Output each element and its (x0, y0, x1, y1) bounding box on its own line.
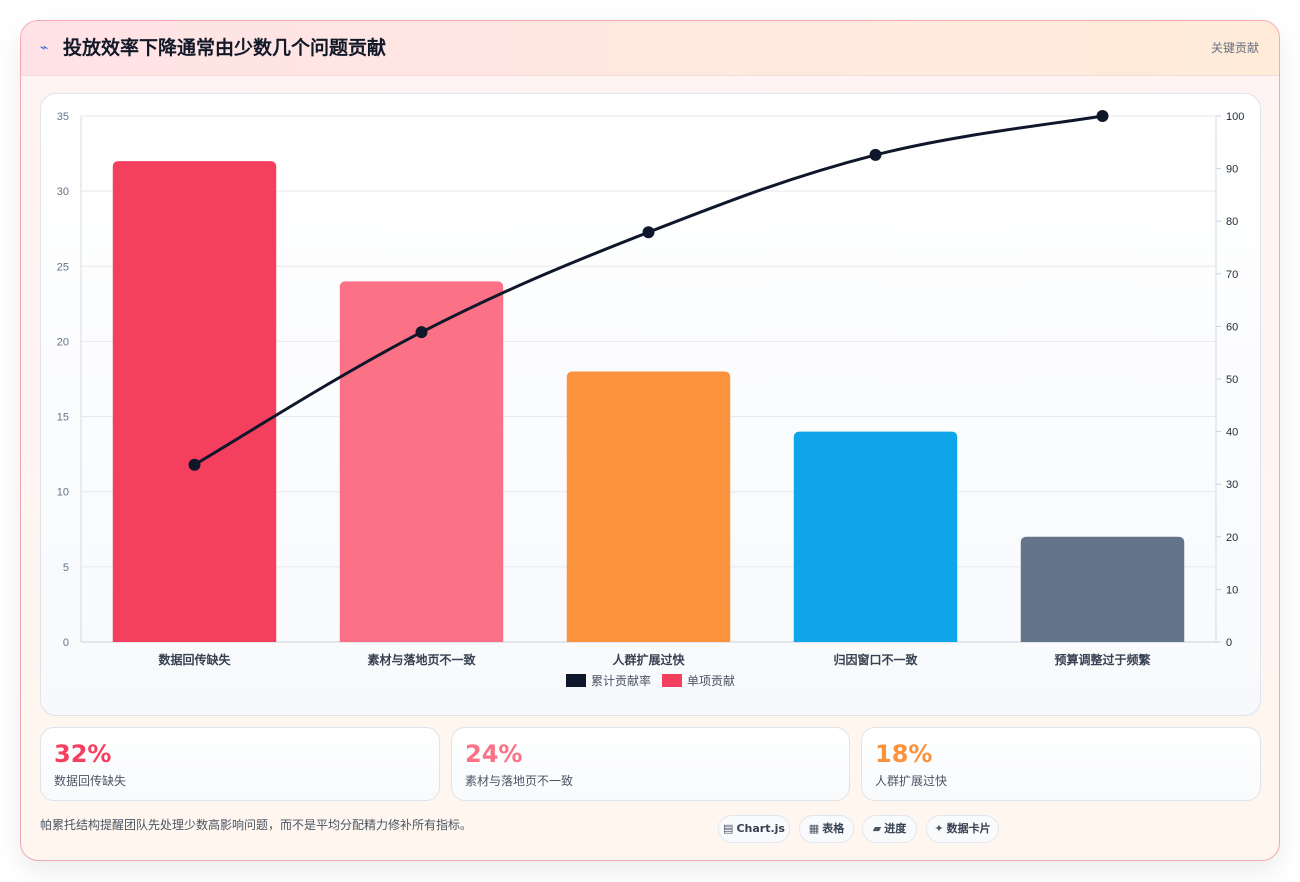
x-tick-label: 归因窗口不一致 (833, 652, 918, 667)
chart-icon: ▤ (723, 822, 734, 835)
pill-label: 进度 (884, 822, 907, 835)
legend-label: 累计贡献率 (591, 673, 651, 688)
pill-label: Chart.js (736, 822, 785, 835)
pill-data-card[interactable]: ✦ 数据卡片 (926, 815, 999, 843)
card-header: ⌁ 投放效率下降通常由少数几个问题贡献 关键贡献 (21, 21, 1279, 76)
stat-value: 24% (465, 740, 523, 768)
footnote: 帕累托结构提醒团队先处理少数高影响问题，而不是平均分配精力修补所有指标。 (40, 818, 473, 832)
y-right-tick-label: 0 (1226, 637, 1232, 649)
bar (1020, 536, 1185, 642)
y-right-tick-label: 20 (1226, 532, 1238, 544)
bar (793, 431, 958, 642)
cumulative-point (188, 458, 201, 471)
y-right-tick-label: 80 (1226, 216, 1238, 228)
x-tick-label: 素材与落地页不一致 (367, 652, 476, 667)
cumulative-point (869, 148, 882, 161)
y-left-tick-label: 0 (63, 637, 69, 649)
y-right-tick-label: 60 (1226, 321, 1238, 333)
y-left-tick-label: 15 (57, 412, 69, 424)
sparkle-icon: ✦ (934, 822, 944, 835)
table-icon: ▦ (808, 822, 820, 835)
cumulative-point (642, 226, 655, 239)
y-right-tick-label: 90 (1226, 164, 1238, 176)
stat-label: 数据回传缺失 (54, 774, 127, 788)
y-right-tick-label: 50 (1226, 374, 1238, 386)
report-card: ⌁ 投放效率下降通常由少数几个问题贡献 关键贡献 0 5 10 15 20 25 30 35 0… (20, 20, 1280, 861)
pill-label: 表格 (822, 822, 845, 835)
pill-label: 数据卡片 (946, 822, 991, 835)
y-left-tick-label: 25 (57, 261, 69, 273)
stat-card-3: 18% 人群扩展过快 (861, 727, 1261, 801)
y-left-tick-label: 30 (57, 186, 69, 198)
progress-icon: ▰ (872, 822, 882, 835)
page-title: 投放效率下降通常由少数几个问题贡献 (63, 37, 387, 59)
stat-label: 素材与落地页不一致 (465, 774, 574, 788)
pill-progress[interactable]: ▰ 进度 (862, 815, 917, 843)
chart-panel: 0 5 10 15 20 25 30 35 0 10 20 30 40 50 60 70 80 90 100 数据回传… (40, 93, 1261, 716)
stat-value: 32% (54, 740, 112, 768)
header-tag: 关键贡献 (1210, 41, 1259, 55)
y-left-tick-label: 20 (57, 336, 69, 348)
y-right-tick-label: 40 (1226, 427, 1238, 439)
legend-label: 单项贡献 (687, 673, 735, 688)
y-right-tick-label: 70 (1226, 269, 1238, 281)
pareto-chart: 0 5 10 15 20 25 30 35 0 10 20 30 40 50 60 70 80 90 100 数据回传… (57, 110, 1244, 688)
x-tick-label: 人群扩展过快 (612, 652, 685, 667)
pill-table[interactable]: ▦ 表格 (799, 815, 854, 843)
y-right-tick-label: 100 (1226, 111, 1244, 123)
stat-card-2: 24% 素材与落地页不一致 (451, 727, 850, 801)
y-right-tick-label: 10 (1226, 584, 1238, 596)
cumulative-point (415, 326, 428, 339)
bar (566, 371, 731, 642)
cumulative-point (1096, 110, 1109, 122)
bar (112, 161, 277, 642)
legend-swatch (566, 674, 586, 687)
stat-label: 人群扩展过快 (875, 774, 948, 788)
legend-swatch (662, 674, 682, 687)
x-tick-label: 预算调整过于频繁 (1054, 652, 1151, 667)
y-left-tick-label: 5 (63, 562, 69, 574)
x-tick-label: 数据回传缺失 (158, 652, 231, 667)
y-left-tick-label: 10 (57, 487, 69, 499)
pill-chartjs[interactable]: ▤ Chart.js (718, 815, 790, 843)
bar (339, 281, 504, 642)
stat-value: 18% (875, 740, 933, 768)
lightning-icon: ⌁ (40, 40, 49, 56)
y-left-tick-label: 35 (57, 111, 69, 123)
y-right-tick-label: 30 (1226, 479, 1238, 491)
stat-card-1: 32% 数据回传缺失 (40, 727, 440, 801)
